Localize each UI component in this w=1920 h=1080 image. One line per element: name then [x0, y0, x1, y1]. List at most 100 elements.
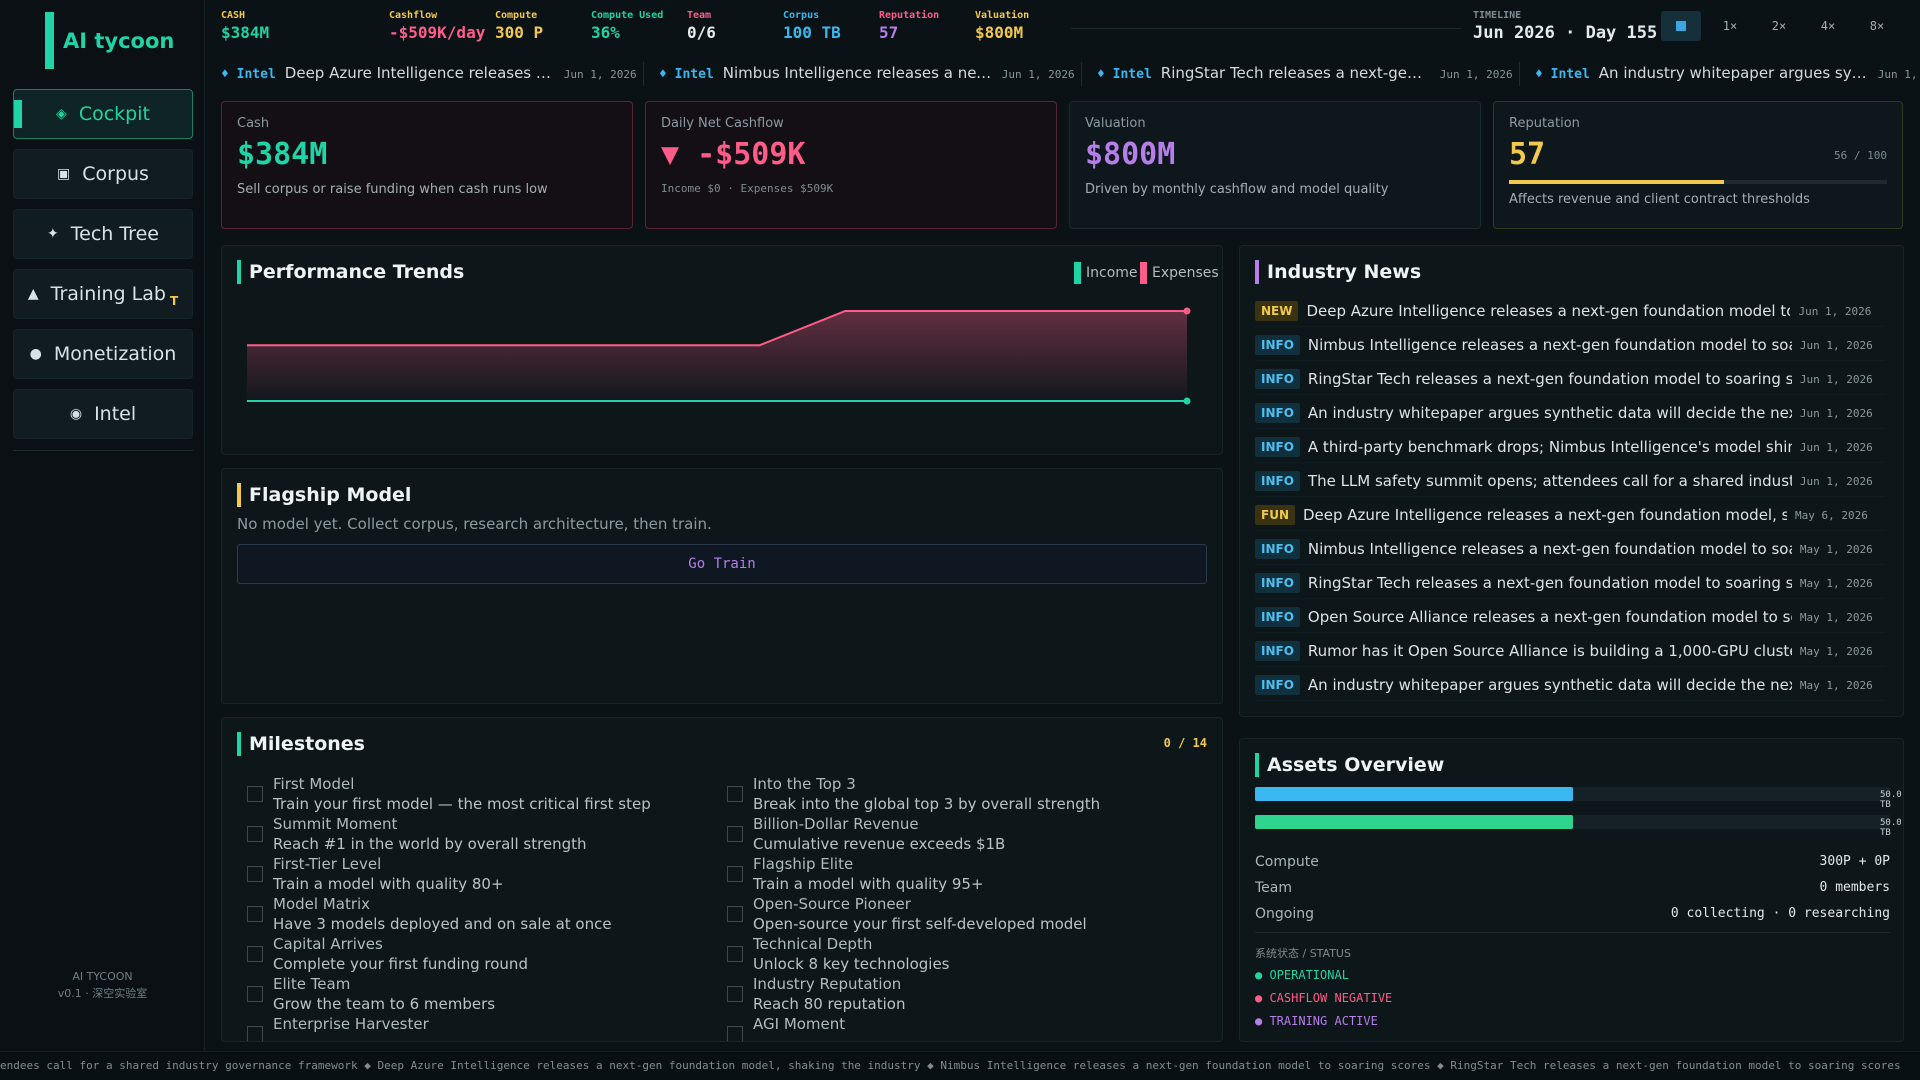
- divider: [1255, 932, 1890, 933]
- news-date: May 1, 2026: [1799, 542, 1873, 556]
- go-train-button[interactable]: Go Train: [237, 544, 1207, 584]
- intel-date: Jun 1, 2026: [1439, 68, 1513, 81]
- legend-income[interactable]: Income: [1074, 262, 1138, 284]
- news-item[interactable]: INFO Nimbus Intelligence releases a next-…: [1255, 330, 1885, 361]
- intel-item[interactable]: ♦ Intel Deep Azure Intelligence releases…: [221, 64, 637, 82]
- asset-bar-value: 50.0 TB: [1880, 818, 1902, 838]
- asset-value: 0 collecting · 0 researching: [1670, 906, 1890, 921]
- triangle-icon: ▲: [27, 286, 39, 302]
- legend-label: Expenses: [1152, 265, 1219, 281]
- asset-value: 300P + 0P: [1819, 854, 1890, 869]
- news-item[interactable]: INFO Rumor has it Open Source Alliance is…: [1255, 636, 1885, 667]
- expenses-area: [247, 311, 1187, 401]
- stat-value: 300 P: [495, 23, 544, 42]
- assets-panel: Assets Overview 50.0 TB 50.0 TB Compute …: [1239, 738, 1904, 1042]
- milestone-item: Elite Team Grow the team to 6 members: [247, 974, 495, 1014]
- legend-expenses[interactable]: Expenses: [1140, 262, 1219, 284]
- app-logo: AI tycoon: [45, 12, 174, 69]
- milestone-checkbox: [247, 986, 263, 1002]
- stat-team: Team 0/6: [687, 10, 716, 42]
- nav-intel[interactable]: ◉ Intel: [13, 389, 193, 439]
- nav-label: Corpus: [82, 163, 149, 185]
- news-badge: INFO: [1255, 335, 1300, 355]
- speed-1x-button[interactable]: 1×: [1722, 19, 1738, 33]
- news-date: May 1, 2026: [1799, 576, 1873, 590]
- nav-cockpit[interactable]: ◈ Cockpit: [13, 89, 193, 139]
- news-item[interactable]: INFO An industry whitepaper argues synthe…: [1255, 398, 1885, 429]
- news-date: Jun 1, 2026: [1799, 406, 1873, 420]
- milestone-item: Flagship Elite Train a model with quality…: [727, 854, 984, 894]
- milestone-checkbox: [727, 786, 743, 802]
- intel-tag: ♦ Intel: [1535, 67, 1590, 82]
- news-text: An industry whitepaper argues synthetic …: [1307, 676, 1792, 694]
- nav-label: Training Lab: [50, 283, 166, 305]
- milestone-desc: Grow the team to 6 members: [273, 995, 496, 1013]
- panel-title: Milestones: [237, 732, 365, 756]
- asset-bar: [1255, 815, 1890, 829]
- news-item[interactable]: INFO A third-party benchmark drops; Nimbu…: [1255, 432, 1885, 463]
- milestone-title: Enterprise Harvester: [273, 1015, 429, 1033]
- milestone-item: Open-Source Pioneer Open-source your firs…: [727, 894, 1087, 934]
- news-item[interactable]: INFO The LLM safety summit opens; attende…: [1255, 466, 1885, 497]
- milestone-title: Open-Source Pioneer: [753, 895, 911, 913]
- reputation-bar-fill: [1509, 180, 1725, 184]
- legend-swatch: [1140, 262, 1147, 284]
- expenses-line: [247, 310, 1187, 347]
- stat-label: CASH: [221, 10, 246, 21]
- milestone-item: Summit Moment Reach #1 in the world by ov…: [247, 814, 587, 854]
- legend-swatch: [1074, 262, 1081, 284]
- news-text: RingStar Tech releases a next-gen founda…: [1307, 370, 1792, 388]
- news-item[interactable]: INFO RingStar Tech releases a next-gen fo…: [1255, 568, 1885, 599]
- news-text: RingStar Tech releases a next-gen founda…: [1307, 574, 1792, 592]
- news-item[interactable]: FUN Deep Azure Intelligence releases a ne…: [1255, 500, 1885, 531]
- intel-item[interactable]: ♦ Intel An industry whitepaper argues sy…: [1535, 64, 1920, 82]
- milestone-desc: Reach #1 in the world by overall strengt…: [273, 835, 587, 853]
- intel-item[interactable]: ♦ Intel RingStar Tech releases a next-ge…: [1097, 64, 1513, 82]
- milestone-title: First Model: [273, 775, 355, 793]
- news-text: Nimbus Intelligence releases a next-gen …: [1307, 540, 1792, 558]
- news-item[interactable]: INFO Open Source Alliance releases a next…: [1255, 602, 1885, 633]
- cashflow-card: Daily Net Cashflow ▼ -$509K Income $0 · …: [645, 101, 1057, 229]
- nav-monetization[interactable]: ● Monetization: [13, 329, 193, 379]
- news-badge: INFO: [1255, 607, 1300, 627]
- stat-cash: CASH $384M: [221, 10, 269, 42]
- pause-button[interactable]: [1661, 11, 1701, 41]
- panel-title: Flagship Model: [237, 483, 411, 507]
- stat-compute-used: Compute Used 36%: [591, 10, 663, 42]
- sidebar-footer: AI TYCOON v0.1 · 深空实验室: [0, 968, 205, 1002]
- milestone-checkbox: [727, 866, 743, 882]
- nav-tech-tree[interactable]: ✦ Tech Tree: [13, 209, 193, 259]
- nav-label: Cockpit: [78, 103, 150, 125]
- milestone-title: Into the Top 3: [753, 775, 856, 793]
- speed-8x-button[interactable]: 8×: [1869, 19, 1885, 33]
- stat-value: -$509K/day: [389, 23, 486, 42]
- stat-label: Reputation: [879, 10, 940, 21]
- divider: [13, 450, 193, 451]
- nav-badge: T: [169, 294, 179, 308]
- news-item[interactable]: INFO RingStar Tech releases a next-gen fo…: [1255, 364, 1885, 395]
- news-date: May 1, 2026: [1799, 678, 1873, 692]
- news-item[interactable]: INFO An industry whitepaper argues synthe…: [1255, 670, 1885, 701]
- asset-row-team: Team 0 members: [1255, 880, 1890, 896]
- asset-bar: [1255, 787, 1890, 801]
- milestone-checkbox: [247, 1026, 263, 1041]
- news-date: May 1, 2026: [1799, 644, 1873, 658]
- news-item[interactable]: INFO Nimbus Intelligence releases a next-…: [1255, 534, 1885, 565]
- footer-version: v0.1 · 深空实验室: [57, 987, 148, 1000]
- nav-corpus[interactable]: ▣ Corpus: [13, 149, 193, 199]
- legend-label: Income: [1086, 265, 1138, 281]
- news-badge: INFO: [1255, 437, 1300, 457]
- stat-label: Valuation: [975, 10, 1030, 21]
- news-item[interactable]: NEW Deep Azure Intelligence releases a ne…: [1255, 296, 1885, 327]
- reputation-card: Reputation 57 56 / 100 Affects revenue a…: [1493, 101, 1903, 229]
- stat-label: Compute Used: [591, 10, 664, 21]
- milestone-checkbox: [727, 906, 743, 922]
- speed-4x-button[interactable]: 4×: [1820, 19, 1836, 33]
- stat-label: Compute: [495, 10, 538, 21]
- speed-2x-button[interactable]: 2×: [1771, 19, 1787, 33]
- top-bar: CASH $384M Cashflow -$509K/day Compute 3…: [205, 0, 1920, 54]
- divider: [1081, 62, 1082, 86]
- status-cashflow-negative: ● CASHFLOW NEGATIVE: [1255, 991, 1393, 1005]
- nav-training-lab[interactable]: ▲ Training Lab T: [13, 269, 193, 319]
- intel-item[interactable]: ♦ Intel Nimbus Intelligence releases a n…: [659, 64, 1075, 82]
